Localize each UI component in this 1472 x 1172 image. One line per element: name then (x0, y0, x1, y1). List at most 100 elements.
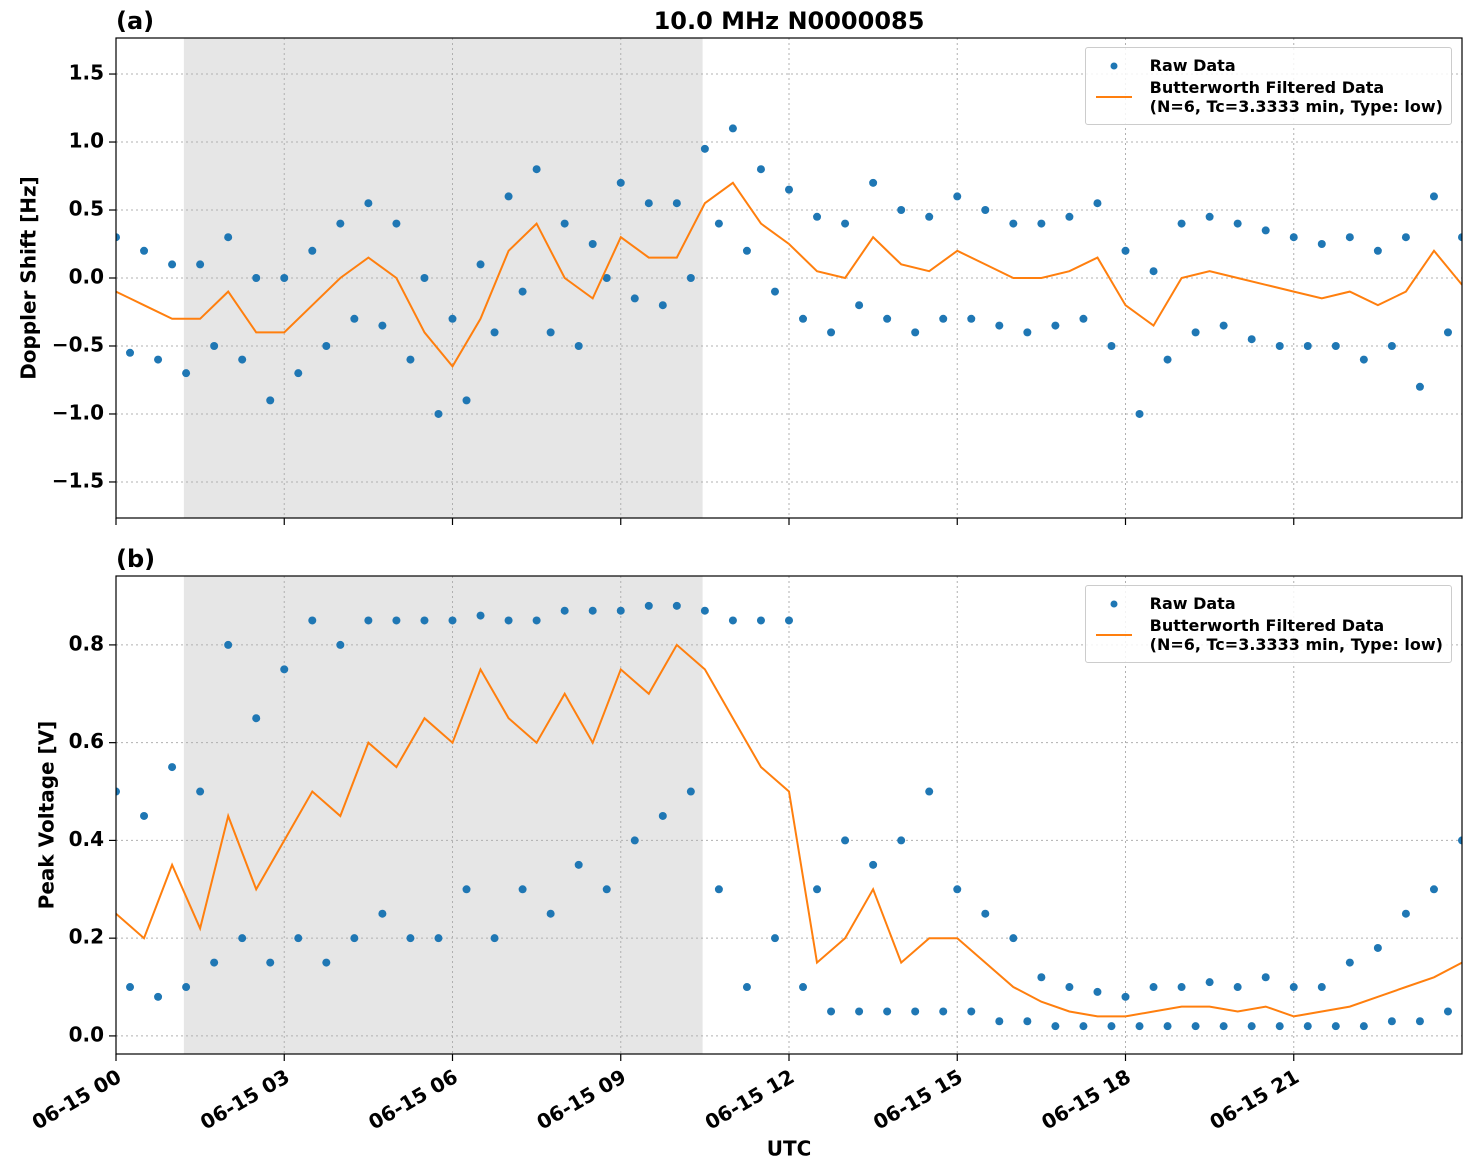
legend-entry: Butterworth Filtered Data (N=6, Tc=3.333… (1094, 616, 1443, 654)
x-tick-label: 06-15 00 (28, 1064, 126, 1134)
raw-point (616, 178, 625, 187)
raw-point (308, 616, 317, 625)
raw-point (911, 1007, 920, 1016)
raw-point (504, 192, 513, 201)
raw-point (813, 212, 822, 221)
y-tick-label: −1.0 (52, 400, 104, 424)
legend-label: Raw Data (1149, 56, 1236, 75)
y-tick-label: −0.5 (52, 332, 104, 356)
raw-point (967, 1007, 976, 1016)
raw-point (392, 616, 401, 625)
raw-point (1345, 958, 1354, 967)
raw-point (294, 934, 303, 943)
raw-point (1079, 314, 1088, 323)
raw-point (140, 811, 149, 820)
raw-point (1345, 233, 1354, 242)
raw-point (756, 165, 765, 174)
raw-point (700, 144, 709, 153)
raw-point (995, 321, 1004, 330)
raw-point (1219, 1022, 1228, 1031)
raw-point (1037, 973, 1046, 982)
raw-point (560, 606, 569, 615)
y-tick-label: 0.6 (69, 729, 104, 753)
raw-point (841, 219, 850, 228)
raw-point (560, 219, 569, 228)
panel-label: (b) (116, 545, 155, 573)
x-tick-label: 06-15 15 (869, 1064, 967, 1134)
axes-frame (115, 575, 1463, 1055)
x-tick-label: 06-15 18 (1037, 1064, 1135, 1134)
filtered-line (116, 181, 1462, 369)
raw-point (1373, 943, 1382, 952)
raw-point (855, 301, 864, 310)
raw-point (1303, 1022, 1312, 1031)
legend-marker (1110, 600, 1118, 608)
raw-point (1093, 199, 1102, 208)
raw-point (1331, 1022, 1340, 1031)
raw-point (1107, 1022, 1116, 1031)
raw-point (252, 714, 261, 723)
legend-key (1094, 625, 1134, 645)
raw-point (785, 185, 793, 194)
raw-point (995, 1017, 1004, 1026)
raw-point (546, 328, 555, 337)
raw-point (686, 787, 695, 796)
raw-point (168, 260, 177, 269)
legend: Raw Data Butterworth Filtered Data (N=6, … (1084, 585, 1452, 663)
raw-point (1065, 212, 1074, 221)
raw-point (1051, 321, 1060, 330)
y-tick-label: 0.0 (69, 265, 104, 289)
raw-point (420, 616, 429, 625)
axes-frame (115, 37, 1463, 519)
raw-point (1065, 983, 1074, 992)
raw-point (939, 314, 948, 323)
legend-marker (1095, 96, 1132, 98)
raw-point (630, 294, 639, 303)
raw-point (658, 811, 667, 820)
raw-point (616, 606, 625, 615)
raw-point (658, 301, 667, 310)
legend-dot (1110, 62, 1118, 70)
raw-point (1261, 226, 1270, 235)
raw-point (1205, 212, 1214, 221)
raw-point (1429, 192, 1438, 201)
raw-point (1051, 1022, 1060, 1031)
raw-point (1149, 983, 1158, 992)
raw-point (869, 860, 878, 869)
raw-point (1135, 1022, 1144, 1031)
y-tick-label: 0.5 (69, 197, 104, 221)
raw-point (925, 212, 934, 221)
legend-label: Raw Data (1149, 594, 1236, 613)
raw-point (953, 192, 962, 201)
x-axis-label: UTC (767, 1137, 812, 1161)
raw-point (939, 1007, 948, 1016)
raw-point (224, 640, 233, 649)
raw-point (224, 233, 233, 242)
raw-point (308, 246, 317, 255)
raw-point (1317, 240, 1326, 249)
raw-point (686, 274, 695, 282)
raw-point (1247, 1022, 1256, 1031)
y-tick-label: 0.0 (69, 1022, 104, 1046)
legend-key (1094, 594, 1134, 614)
raw-point (238, 355, 247, 364)
raw-point (350, 934, 359, 943)
raw-point (813, 885, 822, 894)
raw-point (602, 274, 611, 282)
y-tick-label: 0.4 (69, 827, 104, 851)
raw-point (1233, 219, 1242, 228)
y-tick-label: 0.2 (69, 925, 104, 949)
raw-point (672, 199, 681, 208)
raw-point (462, 885, 471, 894)
raw-point (1205, 978, 1214, 987)
raw-point (700, 606, 709, 615)
raw-point (1261, 973, 1270, 982)
raw-point (434, 934, 443, 943)
raw-point (742, 246, 751, 255)
raw-point (252, 274, 261, 282)
raw-point (1458, 233, 1462, 242)
raw-point (1275, 341, 1284, 350)
raw-point (532, 616, 541, 625)
raw-point (182, 983, 191, 992)
